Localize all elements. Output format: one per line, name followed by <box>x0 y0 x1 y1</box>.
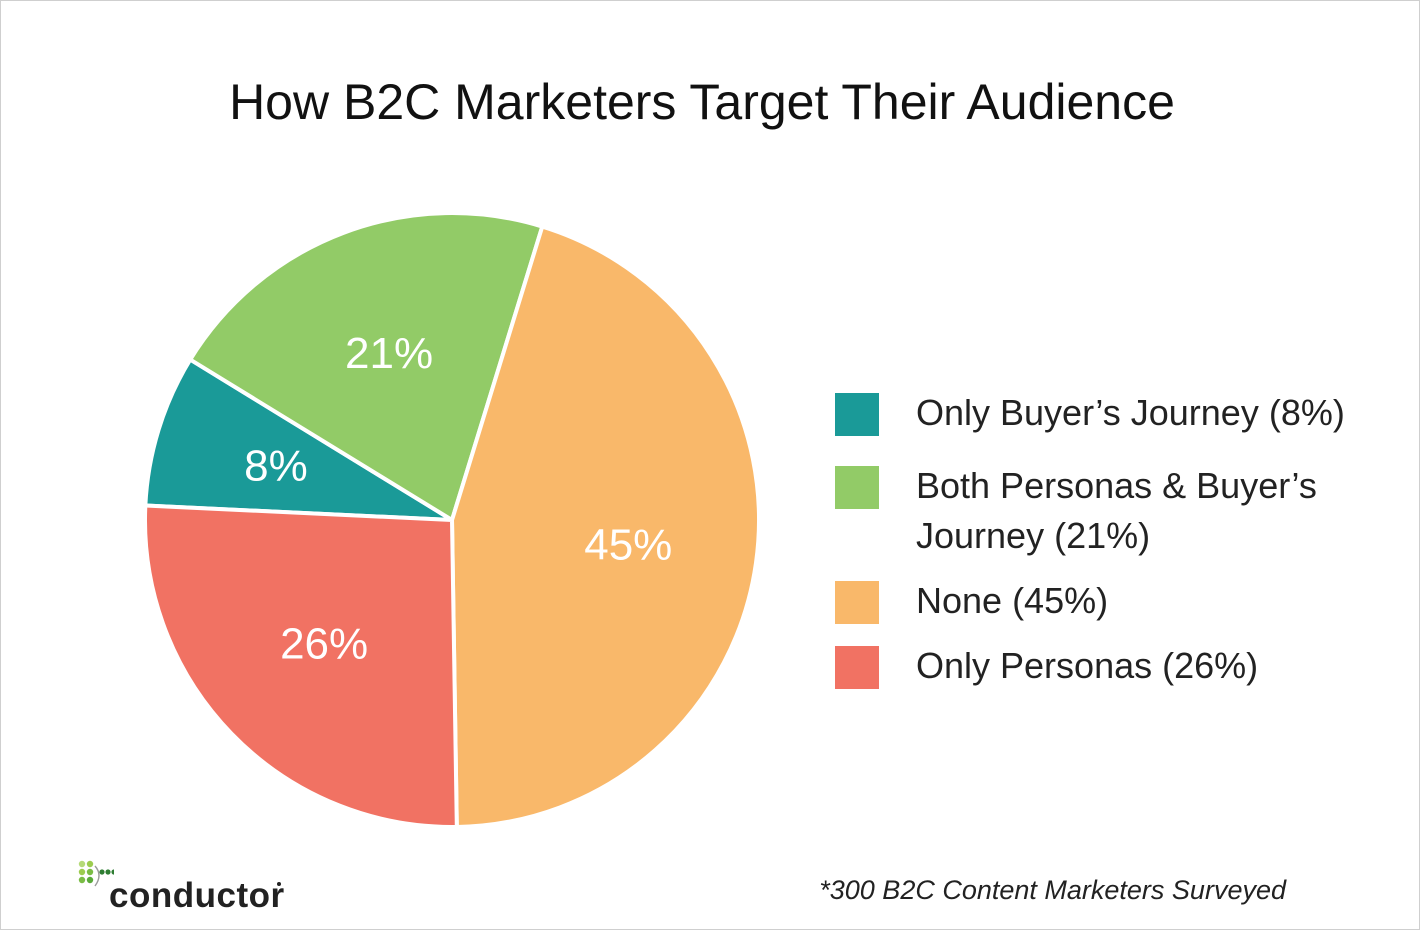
pie-data-label: 21% <box>345 329 433 378</box>
legend-swatch <box>835 581 879 624</box>
pie-slice-none <box>450 224 761 829</box>
pie-labels: 8% 21% 45% 26% <box>244 329 672 668</box>
conductor-dots-icon <box>78 860 114 887</box>
pie-data-label: 45% <box>584 521 672 570</box>
pie-data-label: 26% <box>280 619 368 668</box>
legend-label: Only Personas (26%) <box>916 645 1259 686</box>
pie-slice-both-personas-buyer-s-journey <box>188 211 545 522</box>
chart-footnote: *300 B2C Content Marketers Surveyed <box>819 875 1286 905</box>
legend-swatch <box>835 646 879 689</box>
pie-slices <box>143 211 761 829</box>
pie-data-label: 8% <box>244 441 308 490</box>
trademark-dot <box>277 882 281 886</box>
pie-slice-only-buyer-s-journey <box>143 357 454 522</box>
chart-title: How B2C Marketers Target Their Audience <box>229 74 1175 130</box>
conductor-logo: conductor <box>78 860 308 915</box>
legend-label: Both Personas & Buyer’s Journey (21%) <box>916 465 1317 556</box>
pie-slice-only-personas <box>143 503 459 829</box>
legend-label: Only Buyer’s Journey (8%) <box>916 392 1345 433</box>
legend-label: None (45%) <box>916 580 1109 621</box>
legend-swatch <box>835 393 879 436</box>
logo-wordmark: conductor <box>109 876 285 915</box>
legend-swatch <box>835 466 879 509</box>
